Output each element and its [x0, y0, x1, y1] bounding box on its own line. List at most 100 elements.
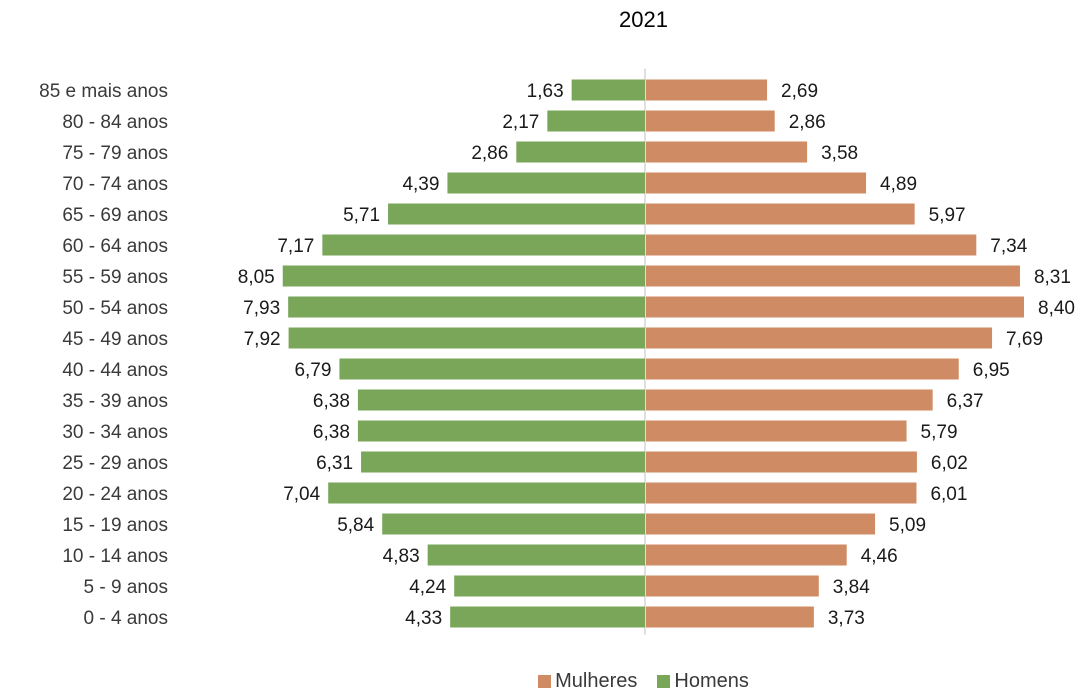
data-label-homens: 4,24	[409, 577, 446, 598]
legend-label-mulheres: Mulheres	[555, 670, 638, 692]
category-label: 60 - 64 anos	[62, 236, 168, 257]
data-label-homens: 2,86	[471, 143, 508, 164]
bar-mulheres	[646, 544, 847, 566]
data-label-homens: 4,83	[383, 546, 420, 567]
bar-homens	[322, 234, 645, 256]
bar-homens	[447, 172, 645, 194]
category-label: 15 - 19 anos	[62, 515, 168, 536]
bar-homens	[357, 420, 645, 442]
category-label: 80 - 84 anos	[62, 112, 168, 133]
data-label-homens: 7,93	[243, 298, 280, 319]
legend-item-homens: Homens	[657, 670, 749, 692]
category-label: 30 - 34 anos	[62, 422, 168, 443]
bar-mulheres	[646, 358, 959, 380]
data-label-homens: 7,92	[244, 329, 281, 350]
bar-mulheres	[646, 327, 993, 349]
bar-homens	[339, 358, 645, 380]
bar-homens	[516, 141, 645, 163]
data-label-homens: 4,39	[402, 174, 439, 195]
bar-mulheres	[646, 451, 917, 473]
data-label-mulheres: 3,84	[833, 577, 870, 598]
data-label-homens: 2,17	[502, 112, 539, 133]
chart-title: 2021	[619, 7, 668, 32]
data-label-homens: 7,04	[283, 484, 320, 505]
data-label-mulheres: 4,89	[880, 174, 917, 195]
data-label-homens: 6,79	[294, 360, 331, 381]
category-label: 35 - 39 anos	[62, 391, 168, 412]
data-label-homens: 7,17	[277, 236, 314, 257]
data-label-mulheres: 8,31	[1034, 267, 1071, 288]
bar-homens	[288, 296, 645, 318]
bar-homens	[427, 544, 645, 566]
bar-homens	[450, 606, 645, 628]
bar-mulheres	[646, 141, 808, 163]
category-label: 75 - 79 anos	[62, 143, 168, 164]
category-label: 50 - 54 anos	[62, 298, 168, 319]
data-label-mulheres: 6,95	[973, 360, 1010, 381]
bar-mulheres	[646, 575, 819, 597]
category-label: 65 - 69 anos	[62, 205, 168, 226]
data-label-mulheres: 5,79	[921, 422, 958, 443]
bar-homens	[571, 79, 645, 101]
bar-mulheres	[646, 420, 907, 442]
bar-mulheres	[646, 172, 867, 194]
data-label-homens: 6,31	[316, 453, 353, 474]
data-label-mulheres: 7,69	[1006, 329, 1043, 350]
legend-label-homens: Homens	[674, 670, 749, 692]
category-label: 0 - 4 anos	[84, 608, 169, 629]
bar-mulheres	[646, 606, 814, 628]
category-label: 70 - 74 anos	[62, 174, 168, 195]
bar-homens	[454, 575, 645, 597]
bar-homens	[328, 482, 645, 504]
category-label: 5 - 9 anos	[84, 577, 169, 598]
bar-mulheres	[646, 265, 1020, 287]
legend-swatch-homens	[657, 674, 671, 688]
bar-homens	[288, 327, 645, 349]
category-label: 20 - 24 anos	[62, 484, 168, 505]
data-label-mulheres: 2,69	[781, 81, 818, 102]
bar-mulheres	[646, 513, 876, 535]
chart-legend: Mulheres Homens	[0, 670, 1087, 692]
data-label-homens: 4,33	[405, 608, 442, 629]
data-label-mulheres: 4,46	[861, 546, 898, 567]
bar-homens	[382, 513, 645, 535]
category-label: 85 e mais anos	[39, 81, 168, 102]
bar-mulheres	[646, 389, 933, 411]
data-label-homens: 5,84	[337, 515, 374, 536]
legend-swatch-mulheres	[538, 674, 552, 688]
bar-homens	[388, 203, 645, 225]
category-label: 40 - 44 anos	[62, 360, 168, 381]
data-label-mulheres: 3,73	[828, 608, 865, 629]
bar-homens	[282, 265, 645, 287]
data-label-mulheres: 7,34	[990, 236, 1027, 257]
category-label: 25 - 29 anos	[62, 453, 168, 474]
bar-homens	[357, 389, 645, 411]
data-label-mulheres: 6,02	[931, 453, 968, 474]
data-label-homens: 6,38	[313, 422, 350, 443]
data-label-mulheres: 2,86	[789, 112, 826, 133]
bar-mulheres	[646, 203, 915, 225]
bar-mulheres	[646, 234, 977, 256]
bar-mulheres	[646, 110, 775, 132]
category-label: 55 - 59 anos	[62, 267, 168, 288]
data-label-mulheres: 5,97	[929, 205, 966, 226]
category-label: 10 - 14 anos	[62, 546, 168, 567]
data-label-homens: 5,71	[343, 205, 380, 226]
data-label-homens: 1,63	[527, 81, 564, 102]
data-label-homens: 8,05	[238, 267, 275, 288]
bar-homens	[361, 451, 645, 473]
data-label-mulheres: 6,01	[930, 484, 967, 505]
data-label-mulheres: 6,37	[947, 391, 984, 412]
data-label-mulheres: 5,09	[889, 515, 926, 536]
data-label-mulheres: 3,58	[821, 143, 858, 164]
data-label-mulheres: 8,40	[1038, 298, 1075, 319]
bar-mulheres	[646, 296, 1024, 318]
bar-mulheres	[646, 79, 768, 101]
category-label: 45 - 49 anos	[62, 329, 168, 350]
legend-item-mulheres: Mulheres	[538, 670, 637, 692]
bar-mulheres	[646, 482, 917, 504]
data-label-homens: 6,38	[313, 391, 350, 412]
bar-homens	[547, 110, 645, 132]
